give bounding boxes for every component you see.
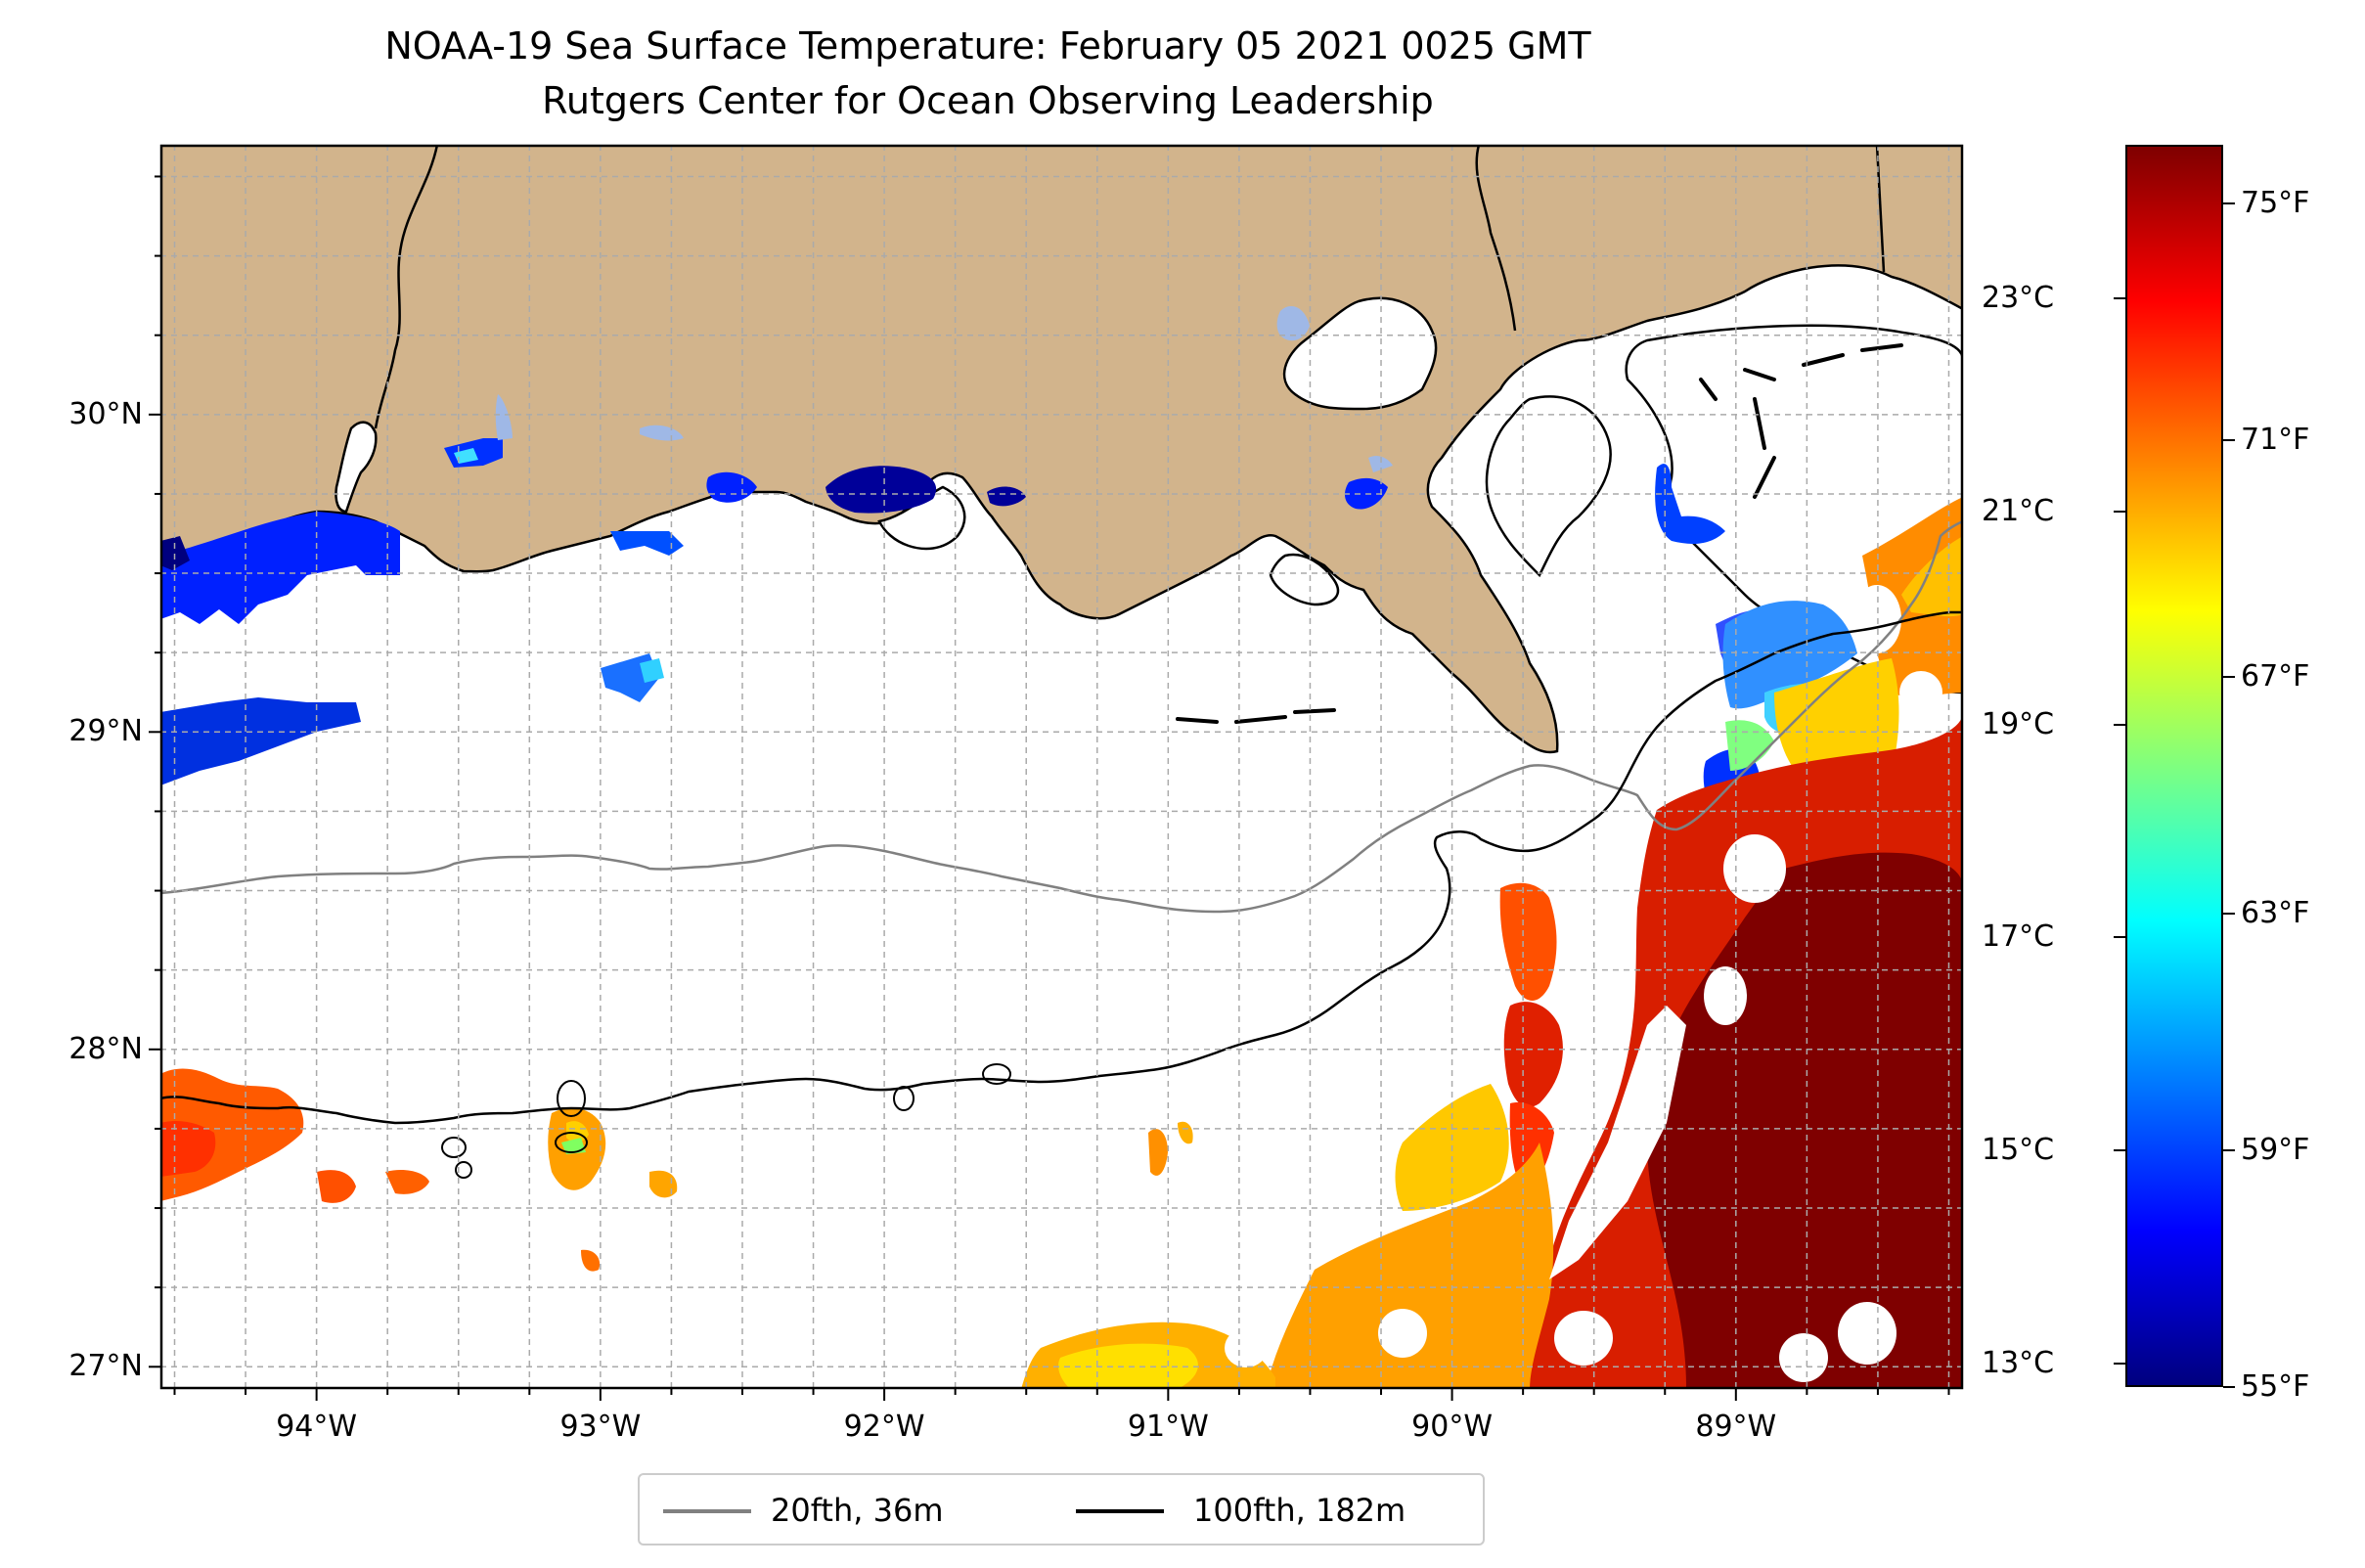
lat-label: 27°N: [68, 1349, 143, 1384]
lat-label: 28°N: [68, 1031, 143, 1066]
legend-line-100fth: [1076, 1509, 1164, 1513]
colorbar-f-label: 67°F: [2241, 659, 2310, 694]
state-boundaries: [374, 145, 1886, 429]
colorbar-f-tick: [2223, 676, 2235, 679]
figure-subtitle: Rutgers Center for Ocean Observing Leade…: [542, 79, 1434, 122]
colorbar-c-tick: [2114, 936, 2125, 939]
sst-data-layer: [160, 306, 1963, 1389]
colorbar-c-label: 19°C: [1982, 706, 2055, 741]
colorbar-f-tick: [2223, 202, 2235, 205]
lon-label: 92°W: [843, 1410, 925, 1444]
colorbar: [2125, 145, 2223, 1387]
legend: 20fth, 36m 100fth, 182m: [638, 1473, 1485, 1546]
colorbar-f-label: 55°F: [2241, 1369, 2310, 1404]
atchafalaya-bay: [877, 485, 966, 551]
lon-label: 90°W: [1411, 1410, 1493, 1444]
contour-20fth: [160, 519, 1963, 914]
colorbar-f-label: 75°F: [2241, 186, 2310, 221]
legend-label-100fth: 100fth, 182m: [1193, 1492, 1406, 1529]
figure-title: NOAA-19 Sea Surface Temperature: Februar…: [384, 24, 1591, 67]
colorbar-c-tick: [2114, 510, 2125, 513]
colorbar-c-tick: [2114, 1149, 2125, 1152]
lake-pontchartrain: [1283, 296, 1438, 411]
colorbar-f-label: 71°F: [2241, 423, 2310, 458]
lon-label: 94°W: [276, 1410, 358, 1444]
colorbar-c-label: 17°C: [1982, 919, 2055, 955]
map-plot-area: [149, 144, 1964, 1401]
lat-label: 30°N: [68, 396, 143, 431]
barrier-islands: [1176, 343, 1903, 724]
lon-label: 89°W: [1695, 1410, 1777, 1444]
colorbar-c-label: 15°C: [1982, 1133, 2055, 1168]
colorbar-c-tick: [2114, 297, 2125, 300]
breton-sound: [1485, 395, 1612, 578]
barataria-bay: [1269, 553, 1340, 606]
lat-label: 29°N: [68, 714, 143, 749]
colorbar-f-label: 59°F: [2241, 1133, 2310, 1168]
lake-calcasieu: [335, 421, 378, 514]
colorbar-f-tick: [2223, 913, 2235, 916]
colorbar-c-tick: [2114, 1362, 2125, 1365]
lon-label: 91°W: [1127, 1410, 1209, 1444]
lon-label: 93°W: [559, 1410, 642, 1444]
colorbar-f-tick: [2223, 1386, 2235, 1388]
colorbar-c-label: 13°C: [1982, 1345, 2055, 1380]
legend-label-20fth: 20fth, 36m: [771, 1492, 944, 1529]
colorbar-c-label: 21°C: [1982, 493, 2055, 528]
gridlines: [160, 145, 1963, 1389]
contour-100fth: [160, 610, 1963, 1125]
colorbar-c-label: 23°C: [1982, 281, 2055, 316]
colorbar-f-tick: [2223, 439, 2235, 442]
colorbar-c-tick: [2114, 723, 2125, 726]
legend-line-20fth: [663, 1509, 751, 1513]
tick-marks: [149, 175, 1950, 1401]
map-border: [159, 144, 1964, 1390]
colorbar-f-tick: [2223, 1149, 2235, 1152]
map-svg: [149, 144, 1964, 1401]
islands: [441, 1063, 1011, 1179]
colorbar-f-label: 63°F: [2241, 896, 2310, 931]
land-louisiana-texas: [160, 145, 1963, 754]
